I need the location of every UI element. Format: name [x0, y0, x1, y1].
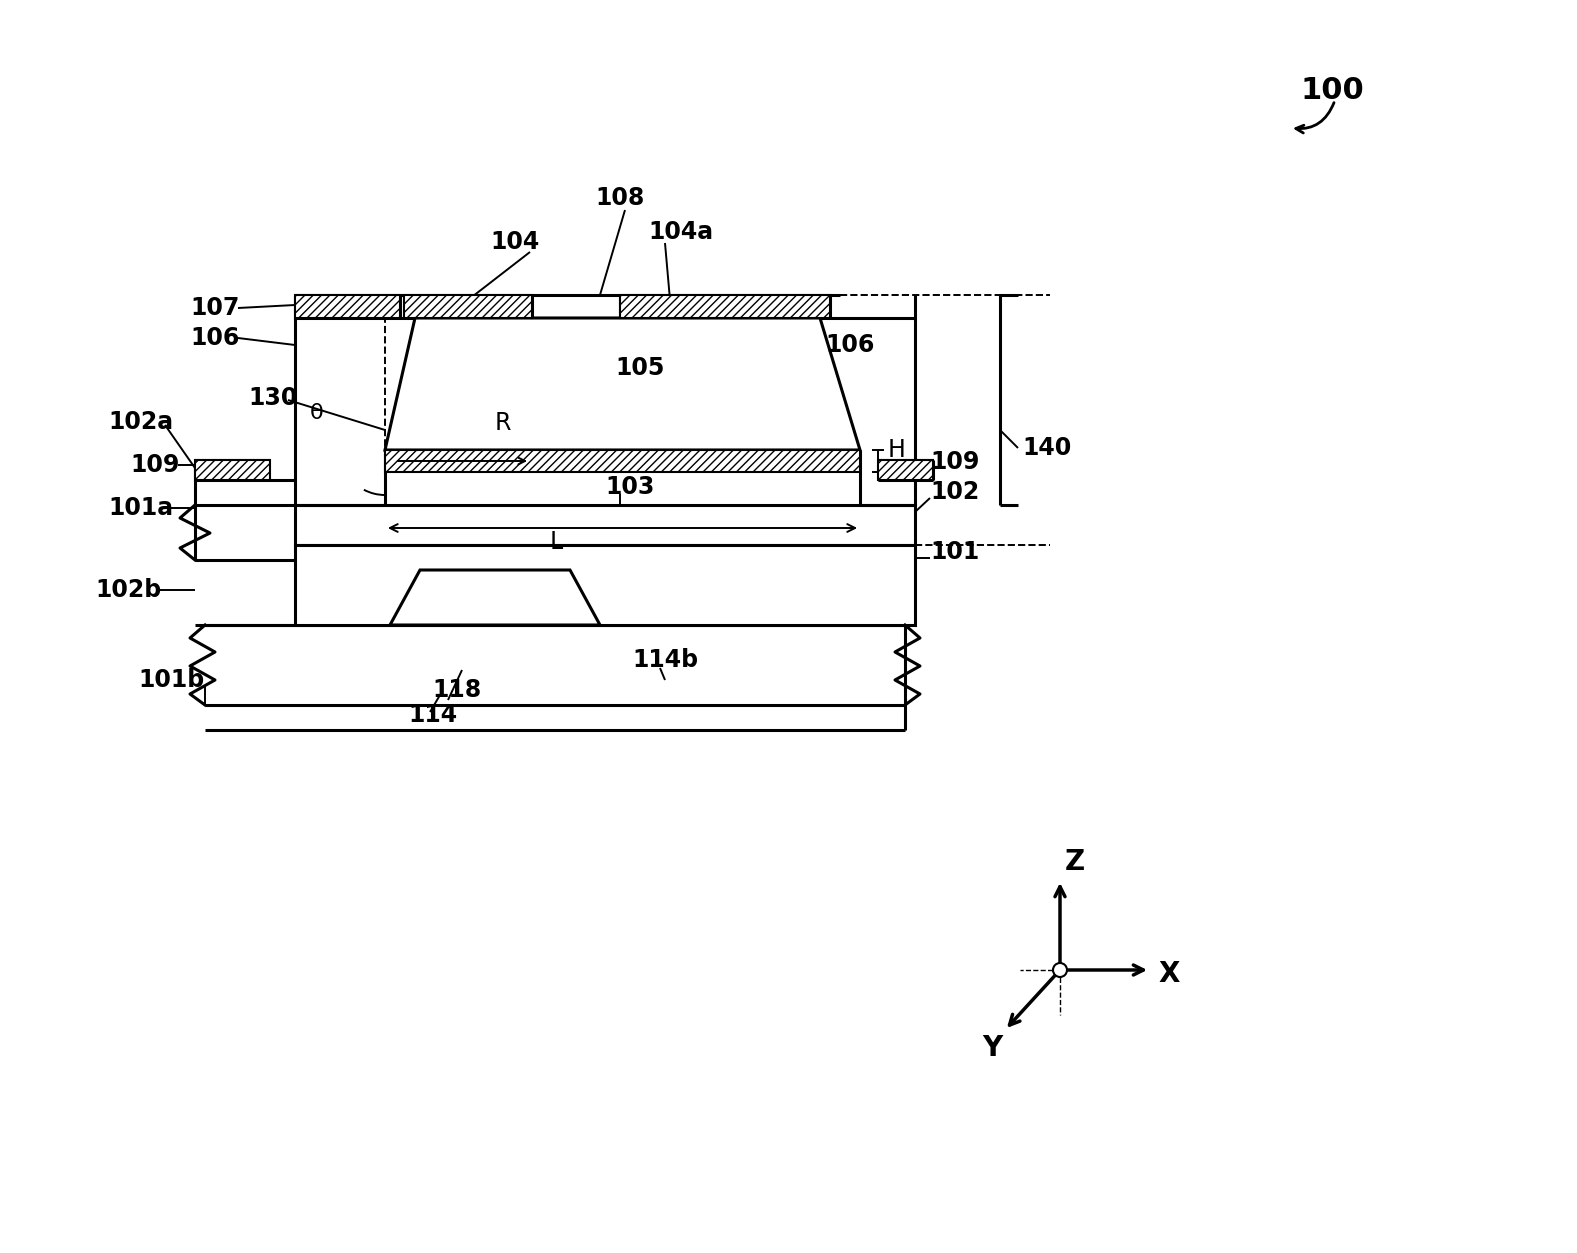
Text: 107: 107	[189, 296, 240, 320]
Bar	[196, 460, 270, 480]
Bar	[295, 545, 915, 625]
Text: 105: 105	[615, 356, 664, 380]
Text: X: X	[1158, 960, 1180, 989]
Circle shape	[1053, 964, 1068, 977]
Bar	[295, 294, 401, 318]
Text: H: H	[888, 439, 905, 462]
Bar	[404, 294, 531, 318]
Text: 100: 100	[1299, 75, 1364, 104]
Text: 118: 118	[432, 678, 481, 702]
Text: 114: 114	[408, 703, 457, 727]
Text: 109: 109	[129, 454, 180, 477]
Text: 104a: 104a	[648, 221, 713, 244]
Bar	[620, 294, 830, 318]
Bar	[385, 450, 859, 472]
Polygon shape	[385, 318, 859, 450]
Text: 130: 130	[248, 386, 298, 410]
Text: 114b: 114b	[632, 648, 699, 672]
Text: 101a: 101a	[107, 496, 173, 520]
Text: 102b: 102b	[95, 578, 161, 601]
Text: R: R	[495, 411, 511, 435]
Polygon shape	[390, 570, 599, 625]
Text: 104: 104	[490, 231, 539, 254]
Text: Y: Y	[982, 1034, 1003, 1063]
Text: 106: 106	[825, 333, 874, 357]
Text: 140: 140	[1022, 436, 1071, 460]
Text: Z: Z	[1064, 848, 1085, 876]
Text: L: L	[550, 530, 563, 554]
Text: 101: 101	[930, 540, 979, 564]
Text: 102: 102	[930, 480, 979, 504]
Bar	[295, 505, 915, 545]
Text: θ: θ	[311, 403, 323, 424]
Bar	[878, 460, 934, 480]
Text: 101b: 101b	[139, 668, 205, 692]
Text: 106: 106	[189, 326, 240, 350]
Text: 103: 103	[606, 475, 654, 499]
Text: 109: 109	[930, 450, 979, 474]
Bar	[205, 625, 915, 730]
Text: 102a: 102a	[107, 410, 173, 434]
Text: 108: 108	[595, 185, 645, 211]
